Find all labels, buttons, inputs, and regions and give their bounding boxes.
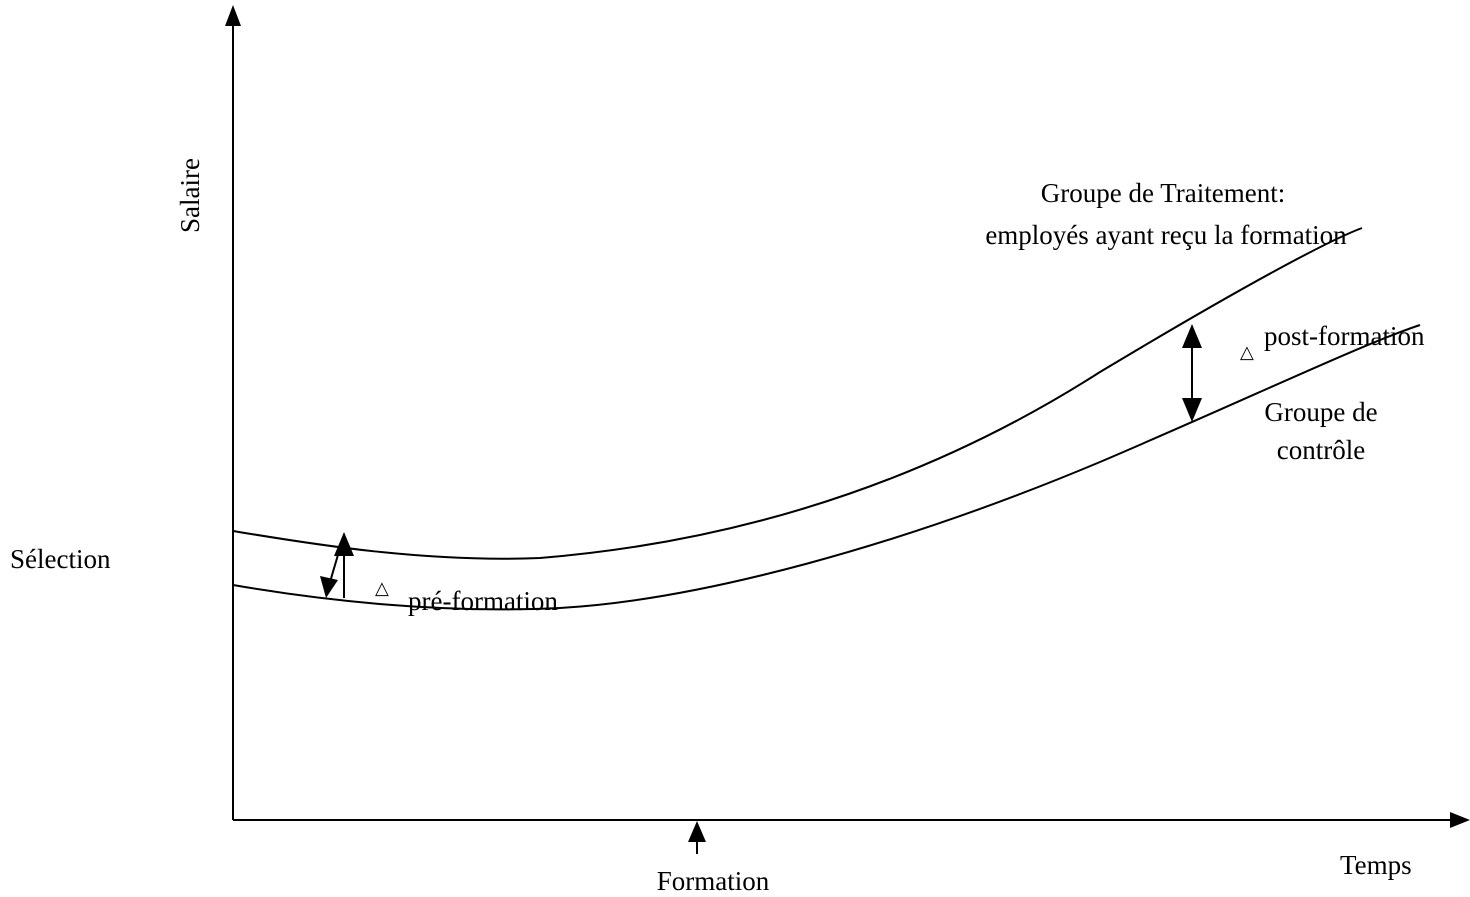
post-gap-down-arrowhead <box>1182 398 1202 422</box>
control-group-label-line1: Groupe de <box>1264 397 1377 427</box>
pre-delta-symbol: △ <box>375 578 389 599</box>
post-formation-label: post-formation <box>1264 321 1425 351</box>
treatment-curve <box>232 227 1363 560</box>
treatment-group-label-line1: Groupe de Traitement: <box>1041 178 1285 208</box>
post-gap-up-arrowhead <box>1182 324 1202 348</box>
pre-gap-diagonal-line <box>329 547 341 583</box>
treatment-group-label-line2: employés ayant reçu la formation <box>985 220 1347 250</box>
pre-gap-down-arrowhead <box>320 576 338 598</box>
formation-label: Formation <box>657 866 770 896</box>
x-axis-label: Temps <box>1340 850 1412 880</box>
y-axis-label: Salaire <box>175 158 205 233</box>
control-curve <box>232 324 1421 611</box>
control-group-label-line2: contrôle <box>1277 435 1365 465</box>
formation-marker-arrowhead <box>688 821 706 842</box>
selection-label: Sélection <box>10 544 111 574</box>
y-axis-arrowhead <box>225 5 241 26</box>
pre-gap-up-arrowhead <box>334 532 354 556</box>
post-delta-symbol: △ <box>1240 342 1254 363</box>
x-axis-arrowhead <box>1450 812 1470 828</box>
pre-formation-label: pré-formation <box>408 586 558 616</box>
